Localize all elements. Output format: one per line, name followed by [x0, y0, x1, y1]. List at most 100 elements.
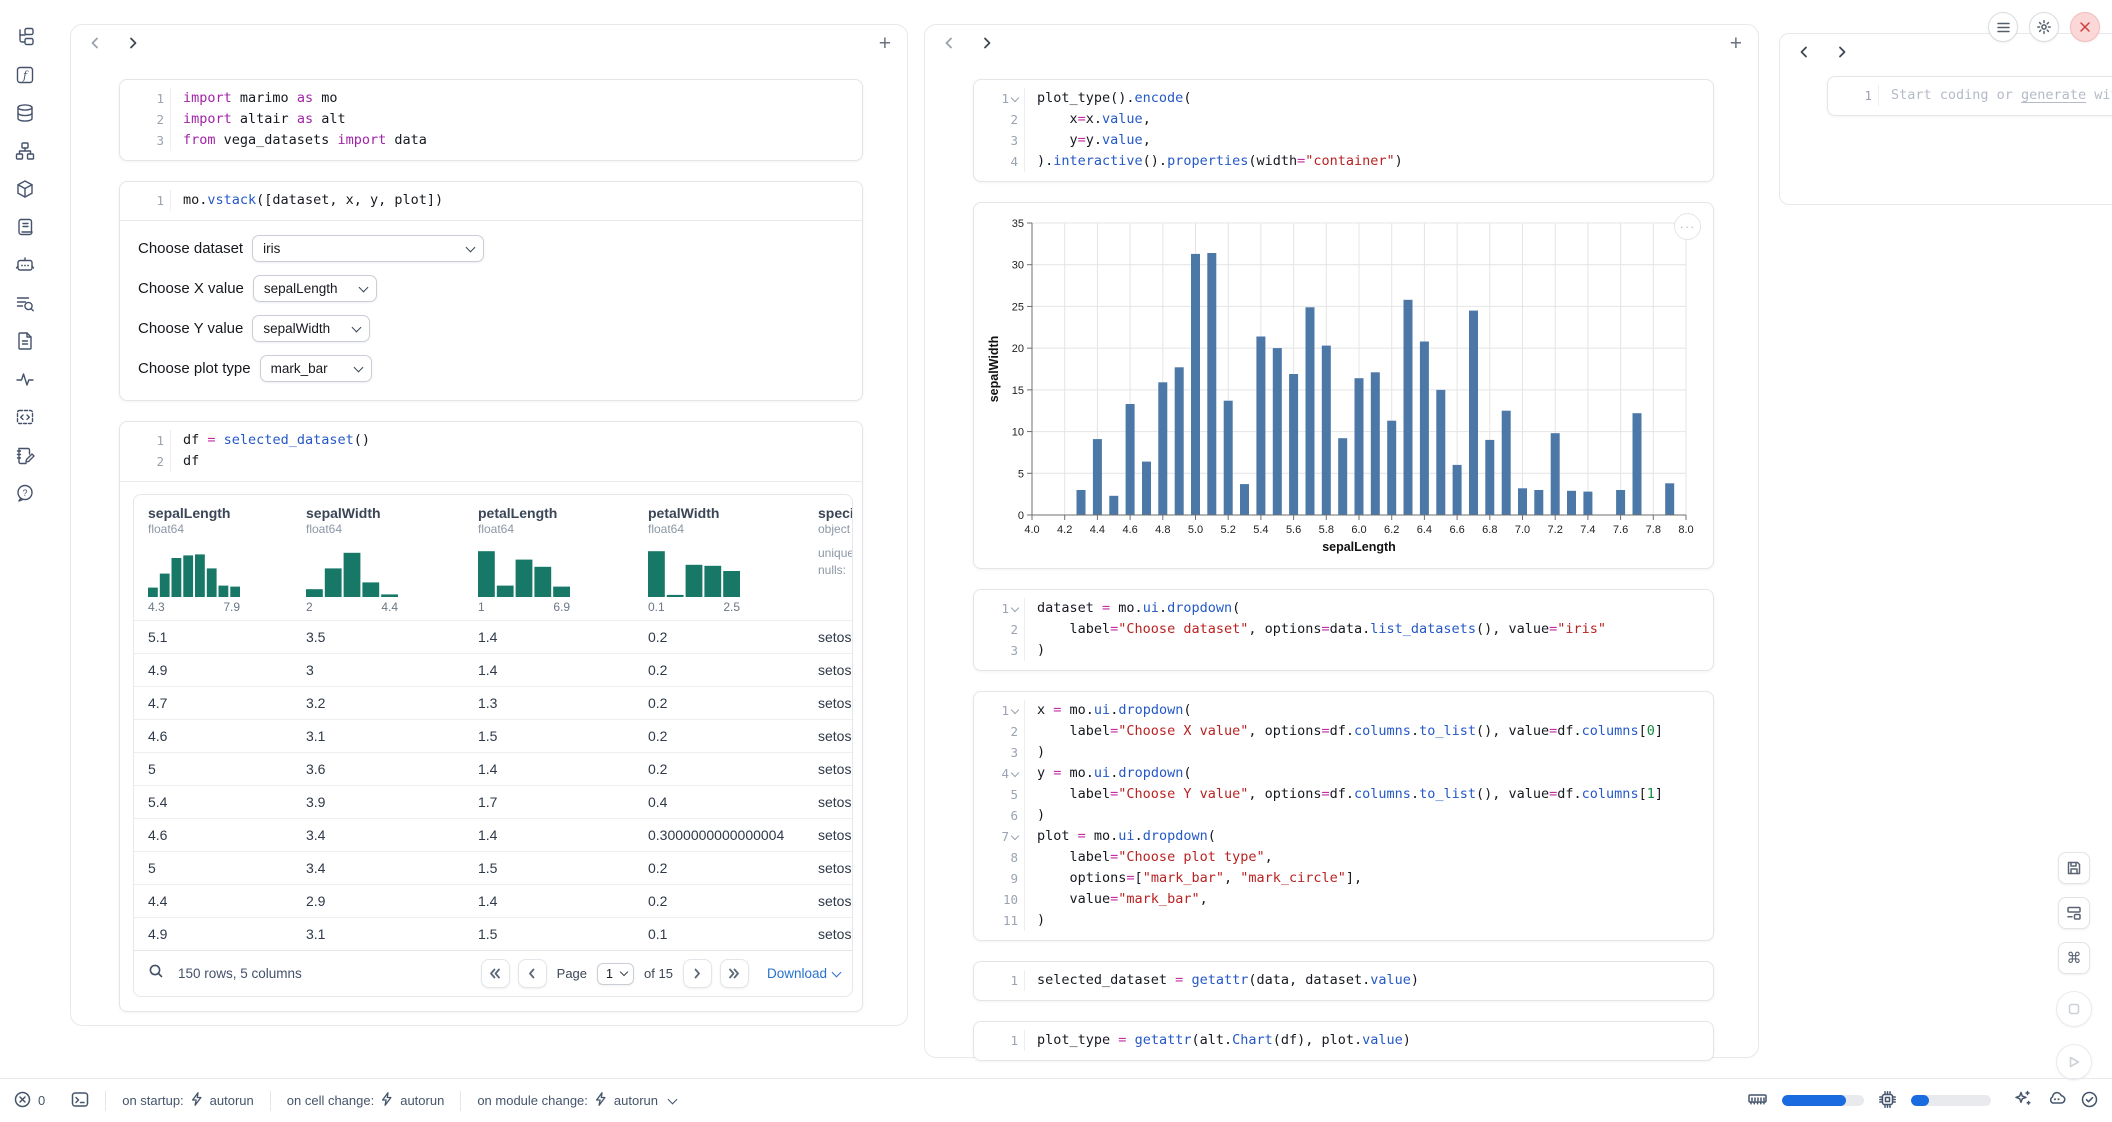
code-cell-plot[interactable]: 1plot_type().encode(2 x=x.value,3 y=y.va… — [973, 79, 1714, 182]
code-line[interactable]: ) — [1025, 742, 1045, 763]
code-line[interactable]: df — [171, 451, 199, 472]
fold-chevron-icon[interactable] — [1011, 832, 1019, 840]
logs-icon[interactable] — [14, 292, 36, 314]
choose-y-value-select[interactable]: sepalWidth — [252, 315, 370, 342]
search-icon[interactable] — [148, 963, 164, 984]
empty-code-cell[interactable]: 1 Start coding or generate with AI — [1827, 76, 2112, 116]
scratchpad-icon[interactable] — [14, 216, 36, 238]
packages-icon[interactable] — [14, 178, 36, 200]
connection-status-icon[interactable] — [2081, 1091, 2098, 1111]
choose-x-value-select[interactable]: sepalLength — [253, 275, 377, 302]
ai-assistant-icon[interactable] — [2047, 1091, 2066, 1110]
code-line[interactable]: dataset = mo.ui.dropdown( — [1025, 598, 1240, 619]
table-row[interactable]: 4.63.11.50.2setosa — [134, 719, 852, 752]
code-line[interactable]: label="Choose X value", options=df.colum… — [1025, 721, 1663, 742]
choose-dataset-select[interactable]: iris — [252, 235, 484, 262]
menu-icon[interactable] — [1988, 12, 2018, 42]
code-line[interactable]: selected_dataset = getattr(data, dataset… — [1025, 970, 1419, 991]
code-line[interactable]: label="Choose plot type", — [1025, 847, 1273, 868]
code-line[interactable]: from vega_datasets import data — [171, 130, 427, 151]
chat-icon[interactable] — [14, 254, 36, 276]
code-line[interactable]: label="Choose dataset", options=data.lis… — [1025, 619, 1606, 640]
fold-chevron-icon[interactable] — [1011, 706, 1019, 714]
code-line[interactable]: y=y.value, — [1025, 130, 1151, 151]
code-line[interactable]: value="mark_bar", — [1025, 889, 1208, 910]
code-line[interactable]: plot = mo.ui.dropdown( — [1025, 826, 1216, 847]
column-header-species[interactable]: speciesobjectunique:nulls: — [804, 505, 853, 620]
code-line[interactable]: label="Choose Y value", options=df.colum… — [1025, 784, 1663, 805]
file-explorer-icon[interactable] — [14, 26, 36, 48]
add-cell-icon[interactable]: + — [879, 33, 891, 54]
chart-output-cell[interactable]: ··· 4.04.24.44.64.85.05.25.45.65.86.06.2… — [973, 202, 1714, 569]
code-line[interactable]: plot_type = getattr(alt.Chart(df), plot.… — [1025, 1030, 1411, 1051]
datasources-icon[interactable] — [14, 102, 36, 124]
code-line[interactable]: y = mo.ui.dropdown( — [1025, 763, 1192, 784]
code-cell-imports[interactable]: 1import marimo as mo2import altair as al… — [119, 79, 863, 161]
column-next-icon[interactable] — [125, 35, 141, 51]
column-header-petalWidth[interactable]: petalWidthfloat640.12.5 — [634, 505, 804, 620]
on-cell-change-toggle[interactable]: on cell change: autorun — [287, 1092, 445, 1109]
table-row[interactable]: 53.61.40.2setosa — [134, 752, 852, 785]
last-page-button[interactable] — [720, 959, 749, 988]
terminal-button[interactable] — [71, 1091, 89, 1111]
download-button[interactable]: Download — [767, 966, 840, 981]
table-row[interactable]: 53.41.50.2setosa — [134, 851, 852, 884]
help-icon[interactable]: ? — [14, 482, 36, 504]
settings-gear-icon[interactable] — [2029, 12, 2059, 42]
column-prev-icon[interactable] — [941, 35, 957, 51]
run-icon[interactable] — [2056, 1044, 2092, 1080]
fold-chevron-icon[interactable] — [1011, 769, 1019, 777]
table-row[interactable]: 4.42.91.40.2setosa — [134, 884, 852, 917]
code-line[interactable]: import marimo as mo — [171, 88, 337, 109]
sepal-bar-chart[interactable]: 4.04.24.44.64.85.05.25.45.65.86.06.26.46… — [986, 213, 1700, 559]
code-line[interactable]: ).interactive().properties(width="contai… — [1025, 151, 1403, 172]
next-page-button[interactable] — [683, 959, 712, 988]
on-startup-toggle[interactable]: on startup: autorun — [122, 1092, 254, 1109]
column-prev-icon[interactable] — [87, 35, 103, 51]
functions-icon[interactable]: f — [14, 64, 36, 86]
stop-icon[interactable] — [2056, 991, 2092, 1027]
snippets-icon[interactable] — [14, 406, 36, 428]
close-icon[interactable] — [2070, 12, 2100, 42]
editor-placeholder[interactable]: Start coding or generate with AI — [1879, 85, 2112, 106]
code-cell-xy-plot-dropdowns[interactable]: 1x = mo.ui.dropdown(2 label="Choose X va… — [973, 691, 1714, 941]
code-cell-dataset-dropdown[interactable]: 1dataset = mo.ui.dropdown(2 label="Choos… — [973, 589, 1714, 671]
page-select[interactable]: 1 — [597, 963, 634, 985]
on-module-change-toggle[interactable]: on module change: autorun — [477, 1092, 676, 1109]
command-shortcuts-icon[interactable]: ⌘ — [2058, 942, 2090, 974]
column-next-icon[interactable] — [979, 35, 995, 51]
code-line[interactable]: import altair as alt — [171, 109, 346, 130]
tracing-icon[interactable] — [14, 368, 36, 390]
table-row[interactable]: 4.931.40.2setosa — [134, 653, 852, 686]
code-cell-plot-type[interactable]: 1plot_type = getattr(alt.Chart(df), plot… — [973, 1021, 1714, 1061]
code-line[interactable]: plot_type().encode( — [1025, 88, 1191, 109]
code-line[interactable]: options=["mark_bar", "mark_circle"], — [1025, 868, 1362, 889]
fold-chevron-icon[interactable] — [1011, 94, 1019, 102]
generate-link[interactable]: generate — [2021, 87, 2086, 103]
code-line[interactable]: mo.vstack([dataset, x, y, plot]) — [171, 190, 443, 211]
code-line[interactable]: ) — [1025, 805, 1045, 826]
code-line[interactable]: ) — [1025, 910, 1045, 931]
table-row[interactable]: 5.43.91.70.4setosa — [134, 785, 852, 818]
first-page-button[interactable] — [481, 959, 510, 988]
column-header-sepalLength[interactable]: sepalLengthfloat644.37.9 — [134, 505, 292, 620]
code-cell-selected-dataset[interactable]: 1selected_dataset = getattr(data, datase… — [973, 961, 1714, 1001]
code-cell-vstack[interactable]: 1mo.vstack([dataset, x, y, plot]) Choose… — [119, 181, 863, 401]
documentation-icon[interactable] — [14, 330, 36, 352]
code-line[interactable]: ) — [1025, 640, 1045, 661]
dependency-graph-icon[interactable] — [14, 140, 36, 162]
error-count-badge[interactable]: 0 — [14, 1091, 45, 1111]
code-line[interactable]: df = selected_dataset() — [171, 430, 370, 451]
code-line[interactable]: x=x.value, — [1025, 109, 1151, 130]
table-row[interactable]: 5.13.51.40.2setosa — [134, 620, 852, 653]
column-header-sepalWidth[interactable]: sepalWidthfloat6424.4 — [292, 505, 464, 620]
chart-menu-icon[interactable]: ··· — [1674, 213, 1701, 240]
column-next-icon[interactable] — [1834, 44, 1850, 60]
choose-plot-type-select[interactable]: mark_bar — [260, 355, 372, 382]
table-row[interactable]: 4.93.11.50.1setosa — [134, 917, 852, 950]
column-prev-icon[interactable] — [1796, 44, 1812, 60]
column-header-petalLength[interactable]: petalLengthfloat6416.9 — [464, 505, 634, 620]
ai-sparkles-icon[interactable] — [2014, 1090, 2032, 1111]
code-cell-dataframe[interactable]: 1df = selected_dataset()2df sepalLengthf… — [119, 421, 863, 1012]
notebook-edit-icon[interactable] — [14, 444, 36, 466]
